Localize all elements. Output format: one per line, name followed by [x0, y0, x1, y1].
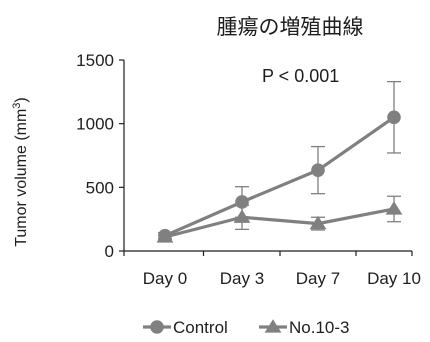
data-point — [311, 163, 325, 177]
y-tick-label: 500 — [86, 178, 114, 197]
legend-label: No.10-3 — [289, 318, 349, 337]
y-tick-label: 0 — [105, 242, 114, 261]
series-control — [158, 80, 401, 243]
legend-label: Control — [173, 318, 228, 337]
y-tick-label: 1500 — [76, 51, 114, 70]
legend-marker — [150, 320, 164, 334]
data-point — [309, 215, 327, 230]
data-point — [387, 110, 401, 125]
series-no-10-3 — [156, 195, 403, 243]
x-tick-label: Day 0 — [143, 269, 187, 288]
y-tick-label: 1000 — [76, 115, 114, 134]
legend-marker — [264, 319, 282, 333]
legend-item: No.10-3 — [259, 318, 349, 337]
x-tick-label: Day 3 — [220, 269, 264, 288]
chart-title: 腫瘍の増殖曲線 — [217, 15, 364, 39]
series-line — [164, 207, 395, 239]
p-value-annotation: P < 0.001 — [262, 66, 339, 86]
data-point — [385, 201, 403, 215]
data-point — [233, 209, 251, 223]
x-tick-label: Day 7 — [296, 269, 340, 288]
y-axis-label: Tumor volume (mm3) — [11, 97, 30, 247]
legend-item: Control — [143, 318, 228, 337]
series-line — [164, 115, 395, 238]
x-tick-label: Day 10 — [367, 269, 421, 288]
data-point — [156, 229, 174, 243]
